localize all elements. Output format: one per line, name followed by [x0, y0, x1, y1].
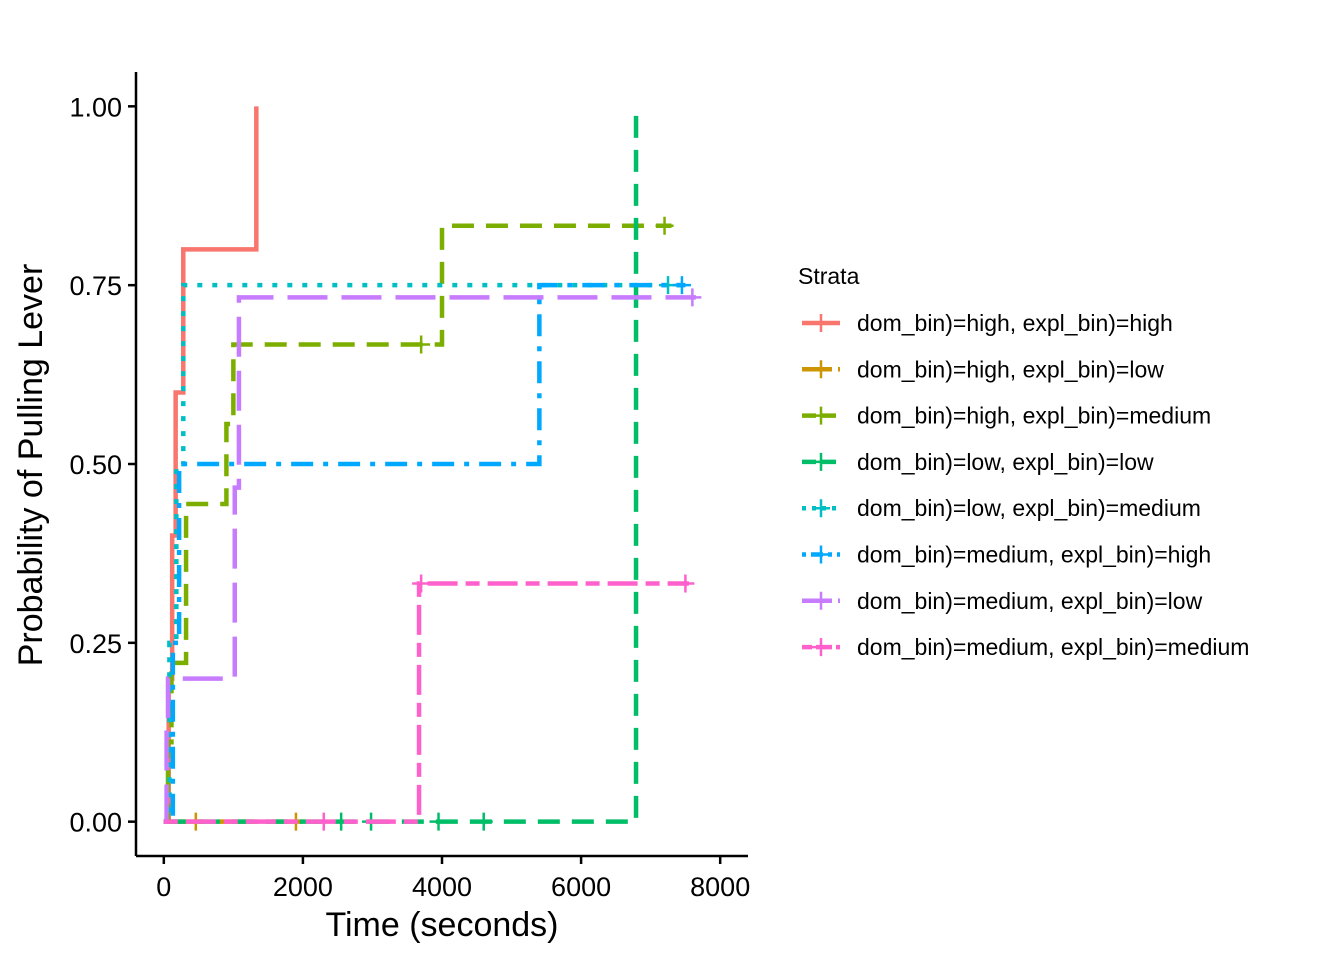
legend-label: dom_bin)=high, expl_bin)=medium — [857, 403, 1211, 429]
legend-label: dom_bin)=medium, expl_bin)=medium — [857, 634, 1249, 660]
y-tick-label: 0.00 — [69, 808, 122, 838]
legend-item: dom_bin)=low, expl_bin)=low — [802, 449, 1154, 475]
censor-mark — [672, 276, 691, 295]
legend-key-cross — [812, 360, 830, 379]
x-tick-label: 6000 — [551, 872, 611, 902]
legend-item: dom_bin)=high, expl_bin)=low — [802, 356, 1164, 382]
legend-key-cross — [812, 499, 830, 518]
series-1 — [163, 106, 259, 824]
legend-label: dom_bin)=medium, expl_bin)=high — [857, 542, 1211, 568]
series-line — [163, 581, 689, 824]
legend-label: dom_bin)=high, expl_bin)=low — [857, 356, 1164, 382]
censor-mark — [429, 812, 448, 831]
legend-label: dom_bin)=high, expl_bin)=high — [857, 310, 1173, 336]
x-tick-label: 2000 — [273, 872, 333, 902]
x-ticks: 0 2000 4000 6000 8000 — [156, 856, 750, 902]
legend-label: dom_bin)=low, expl_bin)=low — [857, 449, 1154, 475]
y-axis-title: Probability of Pulling Lever — [12, 264, 50, 667]
legend: Strata dom_bin)=high, expl_bin)=highdom_… — [798, 263, 1249, 660]
legend-item: dom_bin)=high, expl_bin)=high — [802, 310, 1173, 336]
censor-mark — [474, 812, 493, 831]
legend-item: dom_bin)=medium, expl_bin)=medium — [802, 634, 1249, 660]
censor-mark — [655, 216, 674, 235]
series-4 — [163, 106, 639, 831]
y-ticks: 0.00 0.25 0.50 0.75 1.00 — [69, 92, 136, 838]
legend-item: dom_bin)=medium, expl_bin)=low — [802, 588, 1203, 614]
legend-key-cross — [812, 452, 830, 471]
series-line — [163, 282, 686, 824]
legend-item: dom_bin)=medium, expl_bin)=high — [802, 542, 1211, 568]
x-tick-label: 0 — [156, 872, 171, 902]
series-line — [163, 106, 259, 824]
y-tick-label: 0.75 — [69, 271, 122, 301]
censor-mark — [683, 288, 702, 307]
y-tick-label: 0.25 — [69, 629, 122, 659]
series-line — [163, 282, 693, 824]
y-tick-label: 0.50 — [69, 450, 122, 480]
y-tick-label: 1.00 — [69, 92, 122, 122]
legend-label: dom_bin)=medium, expl_bin)=low — [857, 588, 1203, 614]
x-axis-title: Time (seconds) — [325, 906, 558, 944]
legend-item: dom_bin)=high, expl_bin)=medium — [802, 403, 1211, 429]
censor-mark — [412, 574, 431, 593]
x-tick-label: 4000 — [412, 872, 472, 902]
legend-key-cross — [812, 591, 830, 610]
series-6 — [163, 276, 691, 824]
series-line — [163, 295, 696, 824]
censor-mark — [676, 574, 695, 593]
legend-key-cross — [812, 314, 830, 332]
legend-item: dom_bin)=low, expl_bin)=medium — [802, 495, 1201, 521]
legend-key-cross — [812, 406, 830, 425]
series-7 — [163, 288, 702, 824]
series-layer — [163, 106, 702, 831]
series-8 — [163, 574, 695, 831]
censor-mark — [412, 335, 431, 354]
legend-title: Strata — [798, 263, 860, 289]
series-5 — [163, 276, 693, 824]
x-tick-label: 8000 — [690, 872, 750, 902]
legend-key-cross — [812, 638, 830, 657]
censor-mark — [314, 812, 333, 831]
legend-key-cross — [812, 545, 830, 564]
legend-label: dom_bin)=low, expl_bin)=medium — [857, 495, 1201, 521]
legend-items: dom_bin)=high, expl_bin)=high dom_bin)=hi… — [802, 310, 1249, 660]
axes: 0 2000 4000 6000 8000 0.00 0.25 0.50 0.75 1.00 — [69, 72, 750, 902]
